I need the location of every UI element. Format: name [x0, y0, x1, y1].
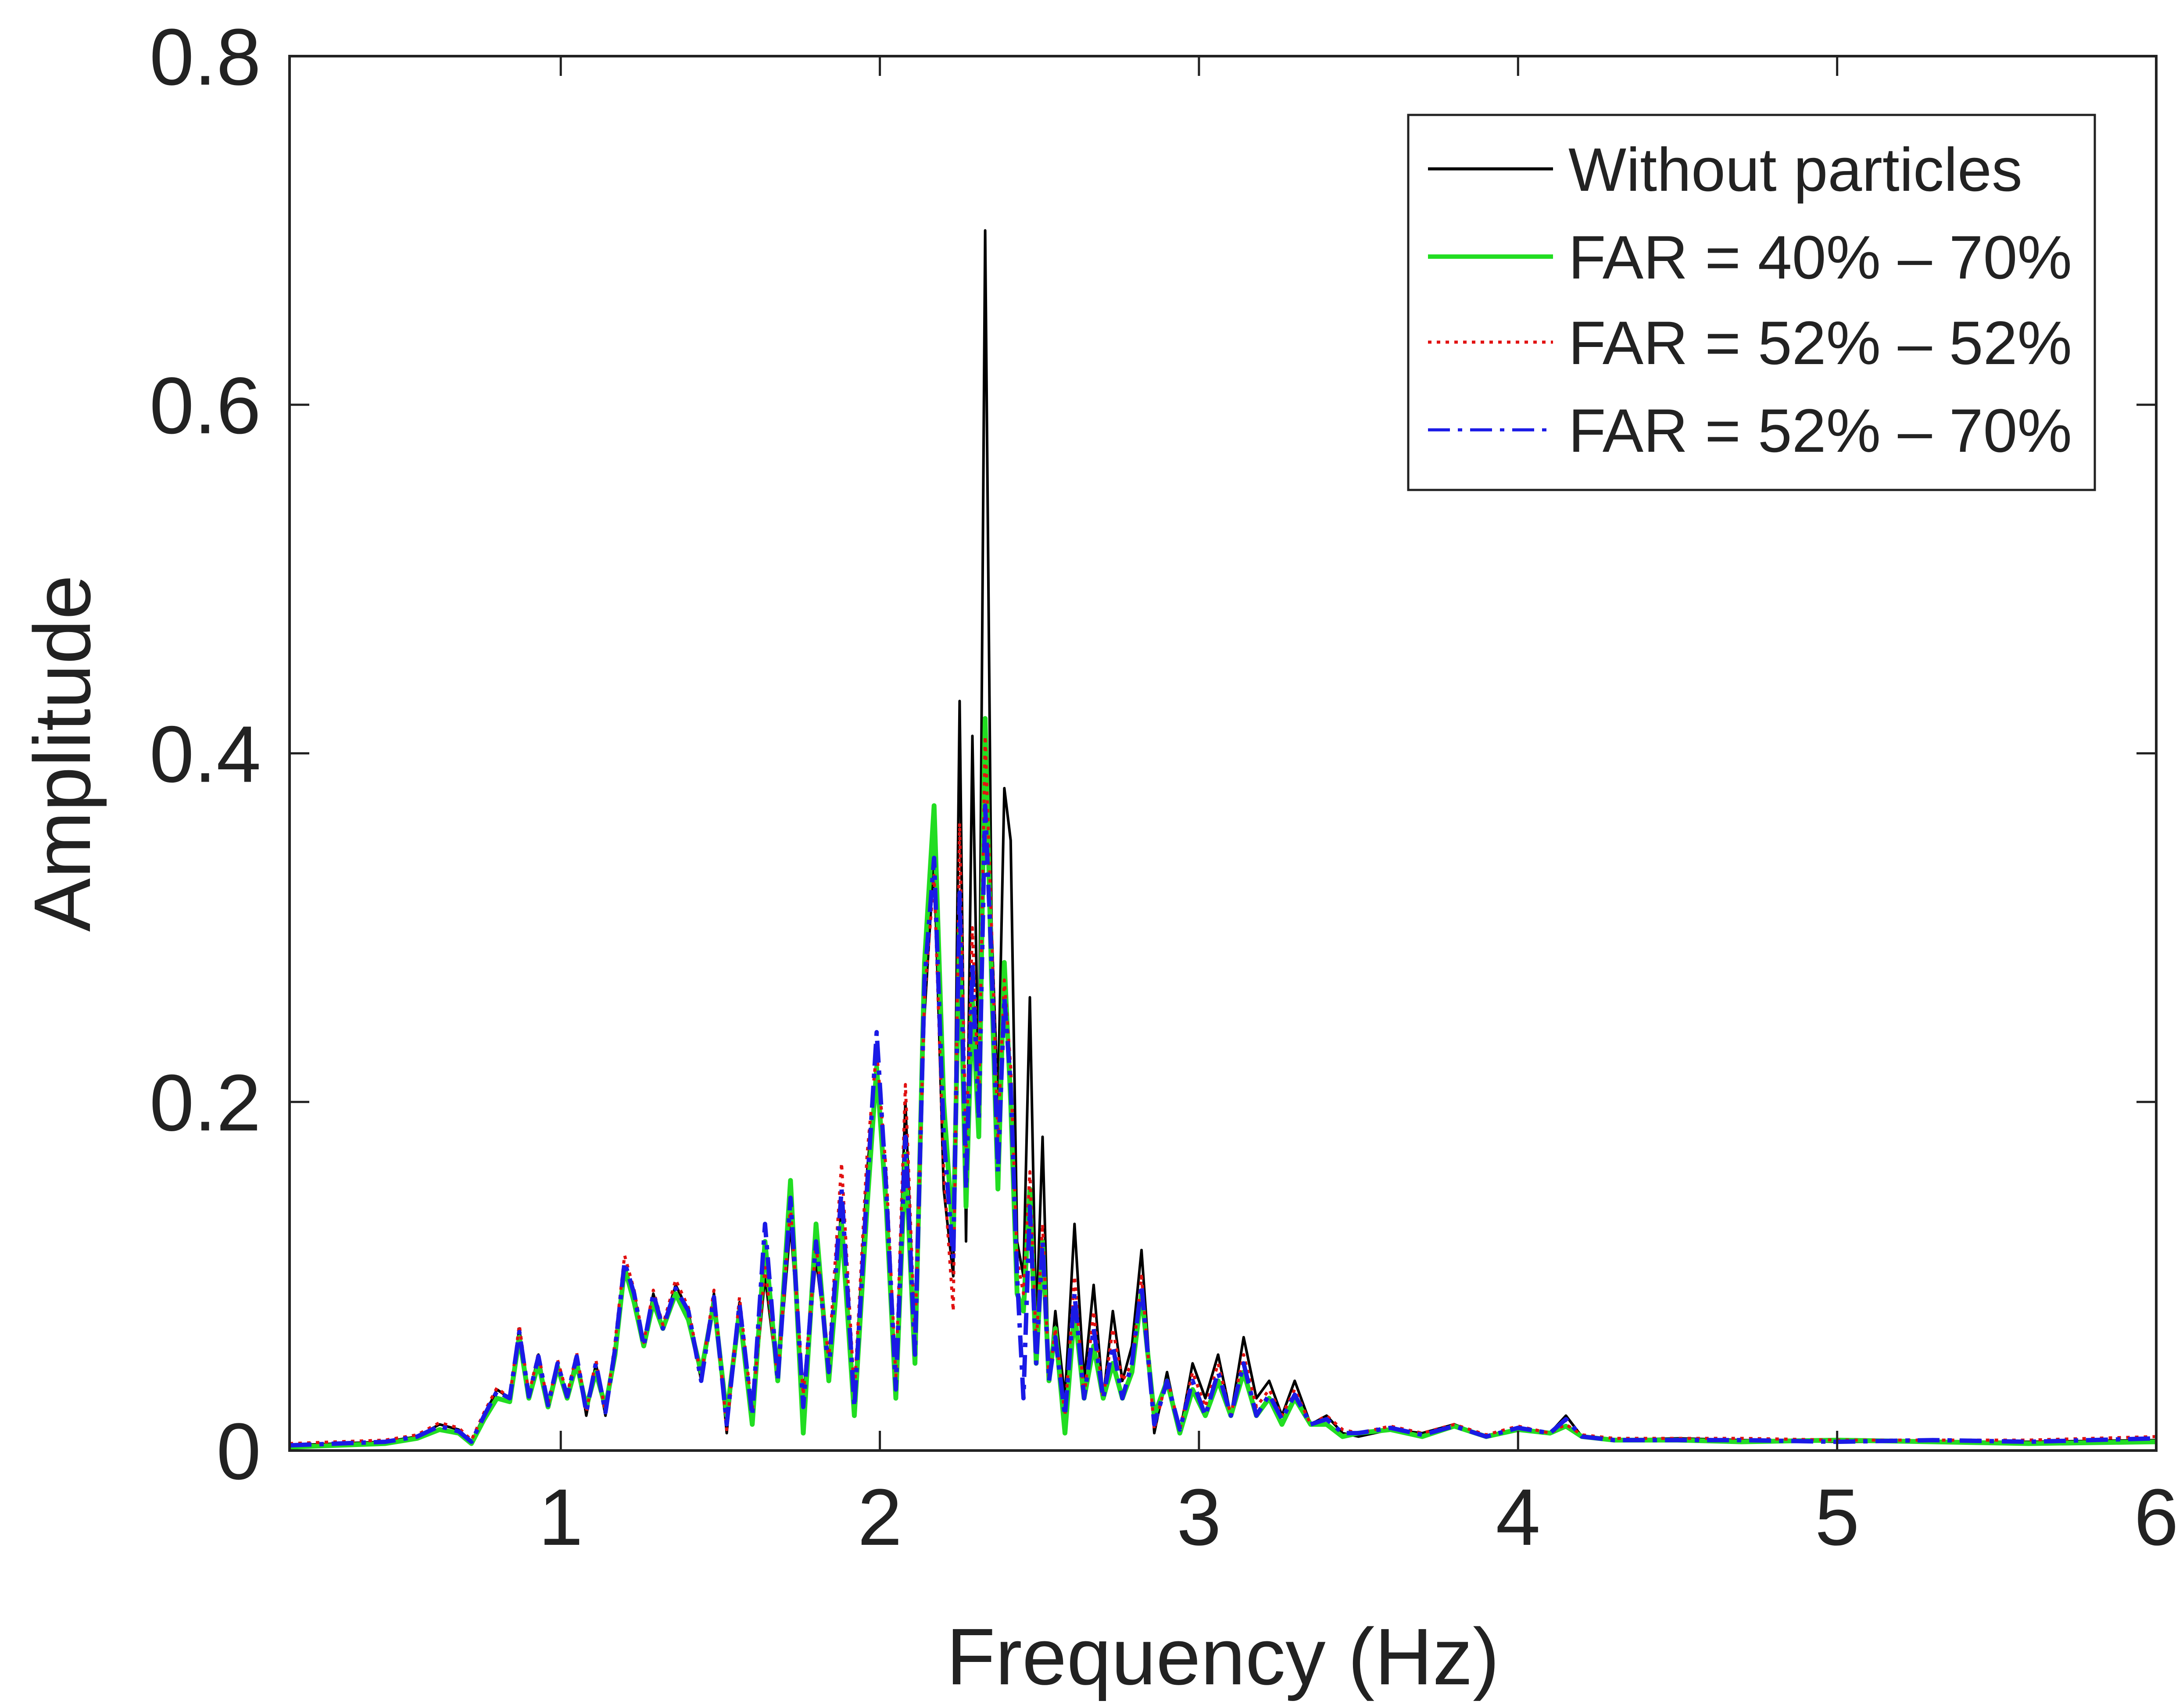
legend-label-3: FAR = 52% – 52%: [1568, 308, 2072, 377]
x-tick-label: 1: [538, 1472, 583, 1562]
series-line-4: [289, 803, 2157, 1448]
legend-label-4: FAR = 52% – 70%: [1568, 396, 2072, 465]
x-axis-title: Frequency (Hz): [946, 1612, 1499, 1701]
y-tick-label: 0.2: [150, 1058, 261, 1147]
legend: Without particles FAR = 40% – 70% FAR = 52…: [1407, 114, 2096, 491]
legend-label-1: Without particles: [1568, 135, 2022, 204]
x-tick-label: 2: [858, 1472, 902, 1562]
y-tick-label: 0.8: [150, 12, 261, 102]
y-axis-title: Amplitude: [17, 575, 107, 932]
y-tick-label: 0.4: [150, 709, 261, 799]
x-tick-label: 6: [2134, 1472, 2179, 1562]
series-line-3: [289, 734, 2157, 1445]
y-tick-label: 0.6: [150, 361, 261, 450]
x-tick-label: 5: [1815, 1472, 1860, 1562]
legend-box: [1407, 114, 2096, 491]
x-tick-label: 3: [1177, 1472, 1221, 1562]
legend-label-2: FAR = 40% – 70%: [1568, 223, 2072, 292]
y-tick-label: 0: [216, 1406, 261, 1496]
series-layer: [289, 229, 2157, 1450]
ticks-layer: 1 2 3 4 5 6 0 0.2 0.4 0.6 0.8: [150, 12, 2179, 1562]
x-tick-label: 4: [1496, 1472, 1540, 1562]
